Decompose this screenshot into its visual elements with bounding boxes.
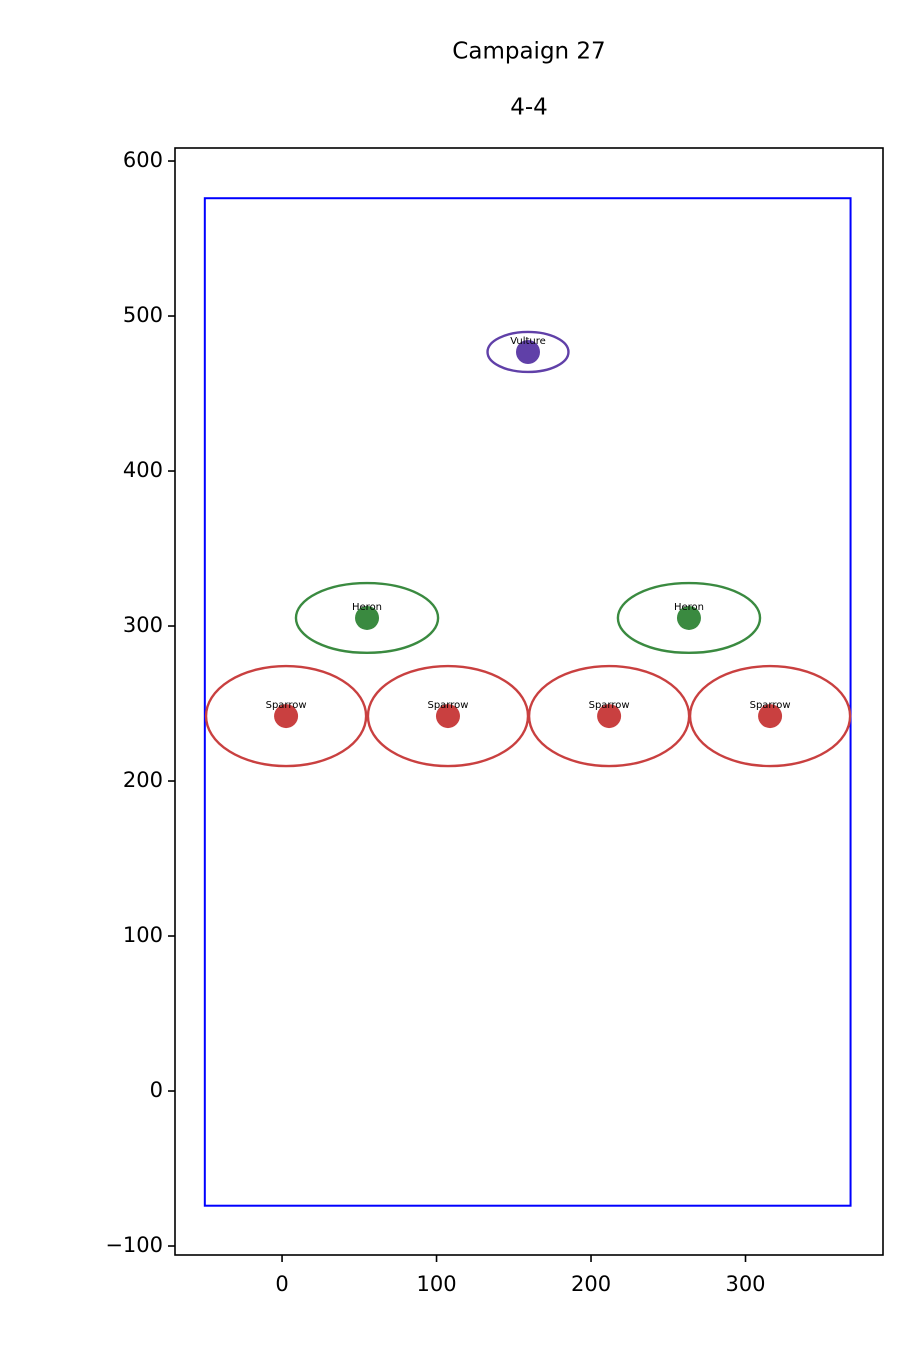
range-ellipse <box>486 330 570 374</box>
chart-title: Campaign 27 <box>452 39 605 65</box>
y-tick-label: 300 <box>123 613 163 637</box>
x-tick-label: 300 <box>725 1272 765 1296</box>
range-ellipse <box>616 581 762 655</box>
range-ellipse <box>688 664 852 768</box>
y-tick-label: 500 <box>123 303 163 327</box>
point <box>515 339 540 364</box>
range-ellipse <box>204 664 368 768</box>
point-label: Heron <box>352 602 382 613</box>
point <box>758 704 783 729</box>
point-label: Vulture <box>510 336 546 347</box>
y-tick-label: −100 <box>105 1233 163 1257</box>
range-ellipse <box>294 581 440 655</box>
y-tick-label: 400 <box>123 458 163 482</box>
y-tick-label: 200 <box>123 768 163 792</box>
point-label: Sparrow <box>266 700 307 711</box>
point <box>597 704 622 729</box>
point-label: Sparrow <box>589 700 630 711</box>
point <box>676 605 701 630</box>
plot-frame <box>174 147 884 1256</box>
point <box>435 704 460 729</box>
chart-subtitle: 4-4 <box>510 95 548 121</box>
point <box>355 605 380 630</box>
y-tick-label: 600 <box>123 148 163 172</box>
boundary <box>203 197 852 1207</box>
point <box>274 704 299 729</box>
point-label: Sparrow <box>427 700 468 711</box>
y-tick-label: 100 <box>123 923 163 947</box>
x-tick-label: 200 <box>571 1272 611 1296</box>
x-tick-label: 0 <box>275 1272 288 1296</box>
point-label: Sparrow <box>750 700 791 711</box>
x-tick-label: 100 <box>416 1272 456 1296</box>
point-label: Heron <box>674 602 704 613</box>
y-tick-label: 0 <box>150 1078 163 1102</box>
